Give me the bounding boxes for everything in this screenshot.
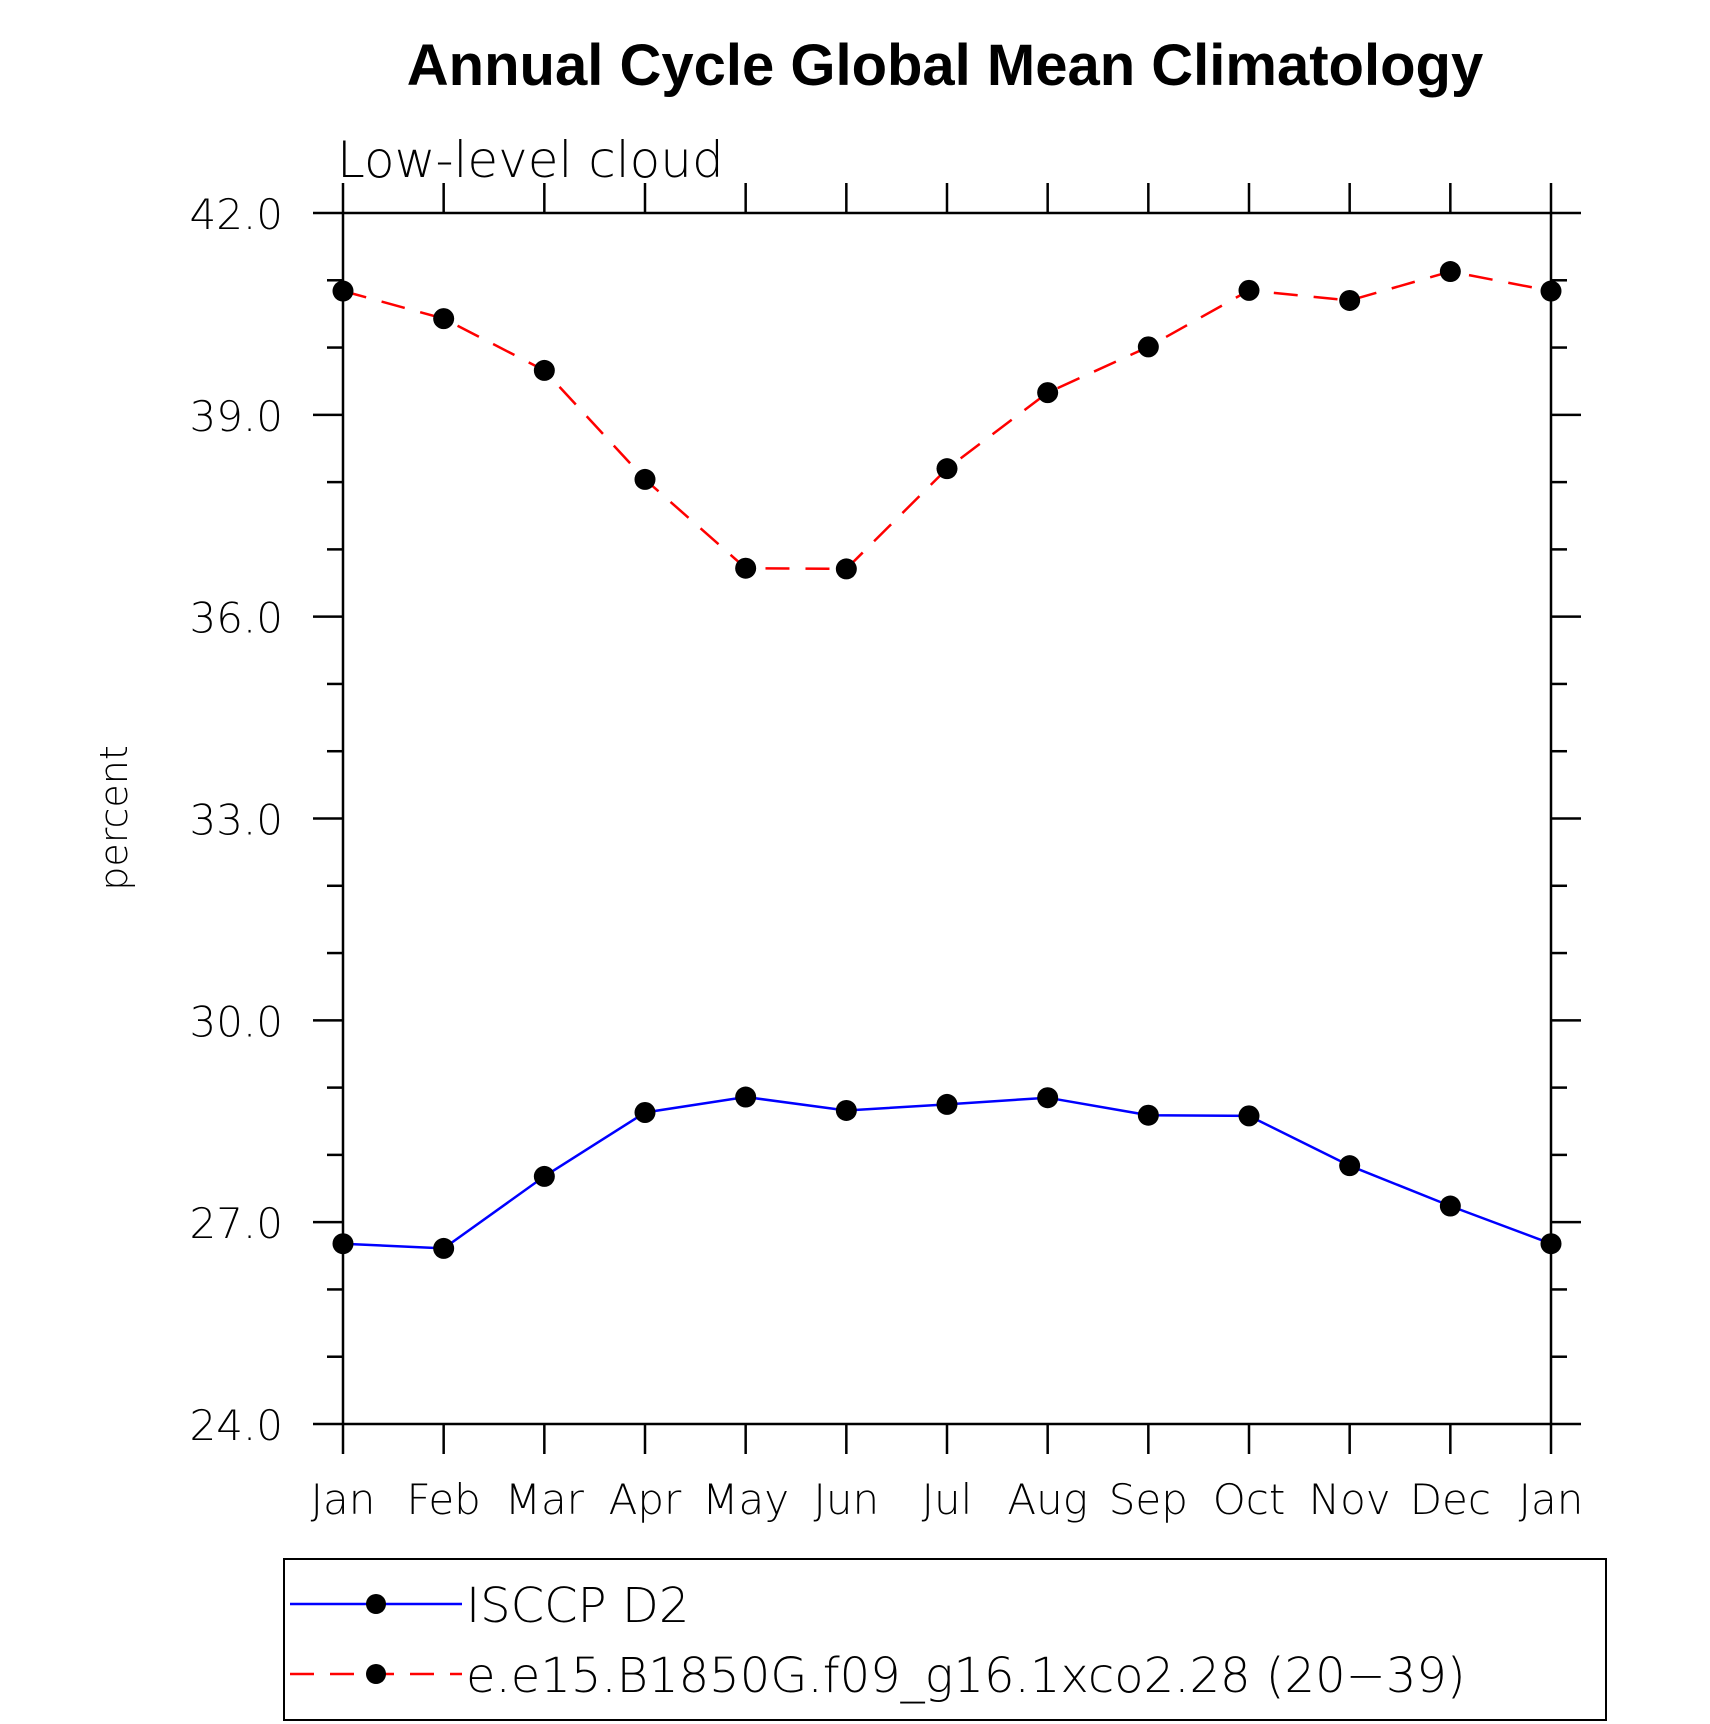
legend-label-isccp: ISCCP D2: [466, 1578, 689, 1634]
x-tick-label: Aug: [1007, 1475, 1088, 1524]
series-line-1: [342, 270, 1552, 571]
data-point-0: [1137, 1104, 1159, 1126]
data-point-0: [332, 1233, 354, 1255]
y-tick-label: 36.0: [189, 594, 283, 643]
data-point-1: [634, 468, 656, 490]
x-tick-label: Jun: [814, 1475, 880, 1524]
chart-subtitle: Low-level cloud: [337, 131, 724, 189]
plot-axes: 24.0 27.0 30.0 33.0 36.0 39.0 42.0 Jan Feb Mar Apr…: [189, 183, 1583, 1524]
x-tick-label: Feb: [406, 1475, 480, 1524]
x-tick-label: Mar: [505, 1475, 585, 1524]
data-point-0: [1339, 1155, 1361, 1177]
series-layer: [332, 261, 1562, 1259]
x-tick-label: Sep: [1109, 1475, 1188, 1524]
data-point-0: [433, 1237, 455, 1259]
legend-label-model: e.e15.B1850G.f09_g16.1xco2.28 (20−39): [466, 1648, 1466, 1704]
data-point-0: [1238, 1105, 1260, 1127]
y-tick-label: 39.0: [189, 392, 283, 441]
data-point-0: [533, 1165, 555, 1187]
data-point-1: [1540, 280, 1562, 302]
data-point-1: [1238, 279, 1260, 301]
y-tick-label: 27.0: [189, 1199, 283, 1248]
series-line-0: [342, 1095, 1552, 1250]
y-axis-label: percent: [92, 745, 136, 891]
legend-box: [283, 1558, 1607, 1721]
x-tick-label: Jan: [1519, 1475, 1584, 1524]
data-point-0: [936, 1093, 958, 1115]
data-point-0: [1037, 1087, 1059, 1109]
data-point-0: [634, 1102, 656, 1124]
data-point-1: [433, 308, 455, 330]
y-tick-label: 30.0: [189, 997, 283, 1046]
data-point-1: [735, 557, 757, 579]
legend-marker-model: [366, 1664, 386, 1684]
chart-title: Annual Cycle Global Mean Climatology: [407, 33, 1483, 98]
x-tick-label: Dec: [1410, 1475, 1491, 1524]
data-point-0: [835, 1099, 857, 1121]
data-point-1: [1037, 382, 1059, 404]
data-point-1: [1137, 336, 1159, 358]
x-tick-label: Jul: [922, 1475, 973, 1524]
y-tick-label: 33.0: [189, 796, 283, 845]
legend: ISCCP D2 e.e15.B1850G.f09_g16.1xco2.28 (…: [283, 1558, 1607, 1721]
data-point-1: [835, 558, 857, 580]
data-point-0: [1540, 1233, 1562, 1255]
data-point-1: [533, 359, 555, 381]
y-tick-label: 24.0: [189, 1401, 283, 1450]
x-tick-label: Apr: [609, 1475, 682, 1524]
y-tick-label: 42.0: [189, 190, 283, 239]
x-tick-label: Oct: [1213, 1475, 1286, 1524]
x-tick-label: Nov: [1309, 1475, 1391, 1524]
x-tick-label: May: [702, 1475, 789, 1524]
data-point-1: [1339, 289, 1361, 311]
data-point-1: [936, 458, 958, 480]
data-point-0: [735, 1086, 757, 1108]
legend-marker-isccp: [366, 1594, 386, 1614]
x-tick-label: Jan: [311, 1475, 376, 1524]
data-point-1: [332, 280, 354, 302]
data-point-1: [1439, 261, 1461, 283]
data-point-0: [1439, 1195, 1461, 1217]
